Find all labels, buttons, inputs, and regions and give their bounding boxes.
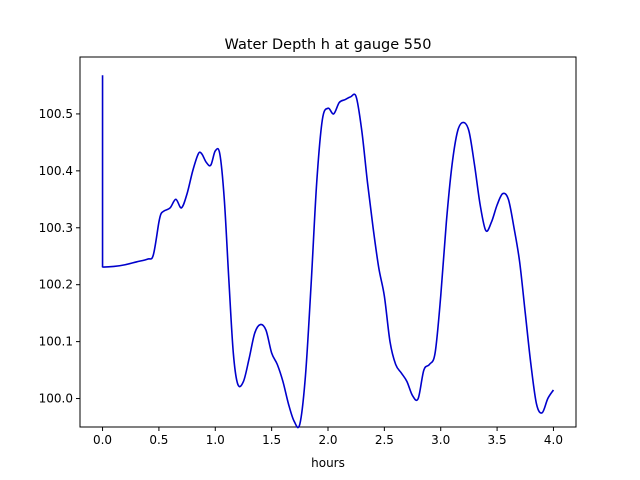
x-tick-label: 3.0: [431, 433, 450, 447]
y-tick-label: 100.1: [39, 335, 73, 349]
y-tick-label: 100.0: [39, 392, 73, 406]
y-tick-label: 100.5: [39, 107, 73, 121]
x-tick-label: 1.5: [262, 433, 281, 447]
chart-title: Water Depth h at gauge 550: [225, 37, 432, 53]
series-line: [101, 75, 555, 429]
x-tick-label: 0.5: [149, 433, 168, 447]
y-tick-label: 100.2: [39, 278, 73, 292]
series-layer: [101, 75, 555, 429]
x-tick-label: 2.0: [318, 433, 337, 447]
x-tick-label: 4.0: [544, 433, 563, 447]
y-axis: 100.0 100.1 100.2 100.3 100.4 100.5: [39, 107, 80, 406]
x-tick-label: 3.5: [488, 433, 507, 447]
y-tick-label: 100.4: [39, 164, 73, 178]
x-axis-label: hours: [311, 456, 345, 470]
x-tick-label: 0.0: [93, 433, 112, 447]
x-axis: 0.0 0.5 1.0 1.5 2.0 2.5 3.0 3.5 4.0: [93, 427, 563, 447]
x-tick-label: 1.0: [206, 433, 225, 447]
y-tick-label: 100.3: [39, 221, 73, 235]
x-tick-label: 2.5: [375, 433, 394, 447]
